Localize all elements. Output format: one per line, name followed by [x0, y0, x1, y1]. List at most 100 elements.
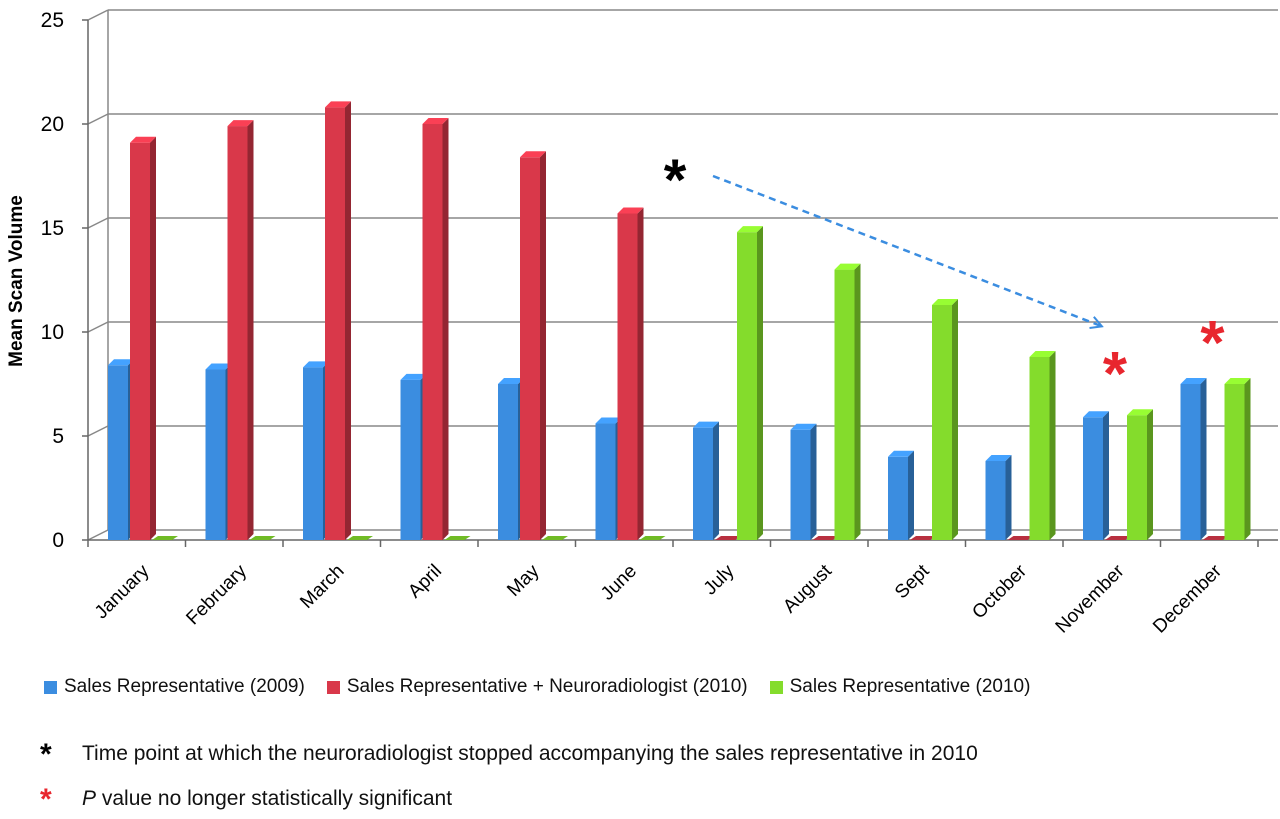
- legend-label-series-2: Sales Representative + Neuroradiologist …: [346, 676, 748, 697]
- bar-zero: [910, 536, 936, 540]
- bar-zero: [542, 536, 568, 540]
- bar-front: [422, 124, 443, 540]
- bar-zero: [1202, 536, 1229, 540]
- bar-top: [790, 423, 817, 430]
- bar-side: [810, 423, 817, 540]
- bar-top: [693, 421, 719, 428]
- bar-front: [737, 232, 757, 540]
- bar-front: [1180, 384, 1201, 540]
- gridline-diagonal: [87, 113, 109, 125]
- bar-series-rep-neuro-2010-1: [227, 120, 254, 540]
- bar-series-2010-0: [152, 536, 178, 540]
- bar-front: [130, 142, 150, 540]
- bar-side: [1244, 378, 1251, 540]
- footnote-text-2: value no longer statistically significan…: [96, 787, 453, 810]
- legend-swatch-series-1: [44, 680, 57, 694]
- bar-top: [130, 136, 156, 143]
- bar-zero: [347, 536, 373, 540]
- gridline-diagonal: [87, 425, 109, 437]
- legend-label-series-3: Sales Representative (2010): [789, 676, 1031, 697]
- x-category-label: November: [1052, 560, 1129, 637]
- bar-series-rep-neuro-2010-8: [910, 536, 936, 540]
- bar-front: [205, 369, 226, 540]
- bar-front: [498, 384, 518, 540]
- bar-series-rep-neuro-2010-10: [1105, 536, 1131, 540]
- bar-top: [520, 151, 546, 158]
- bar-top: [834, 263, 861, 270]
- x-category-label: December: [1149, 560, 1226, 637]
- bar-series-2010-4: [542, 536, 568, 540]
- bar-top: [498, 378, 524, 384]
- bar-side: [1103, 411, 1109, 540]
- bar-top: [1180, 378, 1207, 384]
- bar-side: [345, 101, 351, 541]
- bar-top: [108, 359, 134, 366]
- bar-series-2010-2: [347, 536, 373, 540]
- bar-front: [303, 367, 323, 540]
- bar-series-2010-6: [737, 226, 763, 540]
- bar-top: [1083, 411, 1109, 418]
- bar-side: [637, 207, 644, 540]
- bar-series-2010-10: [1127, 409, 1153, 540]
- bar-series-rep-neuro-2010-11: [1202, 536, 1229, 540]
- bar-series-rep-neuro-2010-2: [325, 101, 351, 541]
- x-category-label: May: [503, 560, 544, 601]
- bar-front: [595, 423, 616, 540]
- bar-top: [227, 120, 254, 127]
- bar-side: [1200, 378, 1207, 540]
- bar-side: [713, 421, 719, 540]
- bar-top: [737, 226, 763, 233]
- bar-zero: [444, 536, 471, 540]
- legend-swatch-series-3: [769, 680, 783, 694]
- legend-label-series-1: Sales Representative (2009): [64, 676, 305, 697]
- gridline-diagonal: [87, 321, 109, 333]
- y-axis-title: Mean Scan Volume: [6, 195, 27, 367]
- bar-top: [422, 118, 449, 124]
- bar-side: [908, 450, 914, 540]
- bar-top: [888, 450, 914, 457]
- gridline-diagonal: [87, 529, 109, 541]
- bar-front: [985, 460, 1006, 540]
- bar-zero: [812, 536, 839, 540]
- footnote-text-1: Time point at which the neuroradiologist…: [82, 742, 978, 765]
- x-category-label: June: [597, 561, 641, 605]
- y-tick-label: 25: [41, 9, 64, 32]
- bar-side: [1049, 350, 1056, 540]
- bar-series-rep-neuro-2010-5: [617, 207, 644, 540]
- bar-side: [854, 263, 861, 540]
- bar-side: [952, 298, 958, 540]
- bar-side: [1005, 454, 1012, 540]
- bar-side: [757, 226, 763, 540]
- bar-side: [540, 151, 546, 540]
- legend-item-series-1: Sales Representative (2009): [44, 676, 305, 698]
- bar-front: [790, 429, 811, 540]
- bar-top: [1127, 409, 1153, 416]
- bar-series-rep-neuro-2010-3: [422, 118, 449, 540]
- bar-top: [325, 101, 351, 108]
- x-category-label: July: [700, 560, 739, 599]
- bar-front: [1083, 417, 1103, 540]
- bar-series-2010-1: [249, 536, 276, 540]
- bar-side: [442, 118, 449, 540]
- bar-series-2009-7: [790, 423, 817, 540]
- y-tick-label: 0: [52, 529, 64, 552]
- bar-top: [1224, 378, 1251, 384]
- y-tick-label: 20: [41, 113, 64, 136]
- x-category-label: January: [91, 560, 154, 623]
- bar-series-2010-9: [1029, 350, 1056, 540]
- bar-series-2010-8: [932, 298, 958, 540]
- x-category-label: March: [296, 561, 348, 613]
- footnote-black-asterisk: * Time point at which the neuroradiologi…: [40, 739, 978, 769]
- bar-series-rep-neuro-2010-9: [1007, 536, 1034, 540]
- bar-series-2009-9: [985, 454, 1012, 540]
- bar-series-2009-11: [1180, 378, 1207, 540]
- bar-zero: [639, 536, 666, 540]
- bar-front: [1029, 356, 1050, 540]
- trend-arrow: [712, 174, 1101, 326]
- footnote-red-asterisk: * P value no longer statistically signif…: [40, 784, 453, 814]
- legend-swatch-series-2: [326, 680, 340, 694]
- bar-front: [227, 126, 248, 540]
- x-category-label: Sept: [891, 560, 934, 603]
- y-tick-label: 15: [41, 217, 64, 240]
